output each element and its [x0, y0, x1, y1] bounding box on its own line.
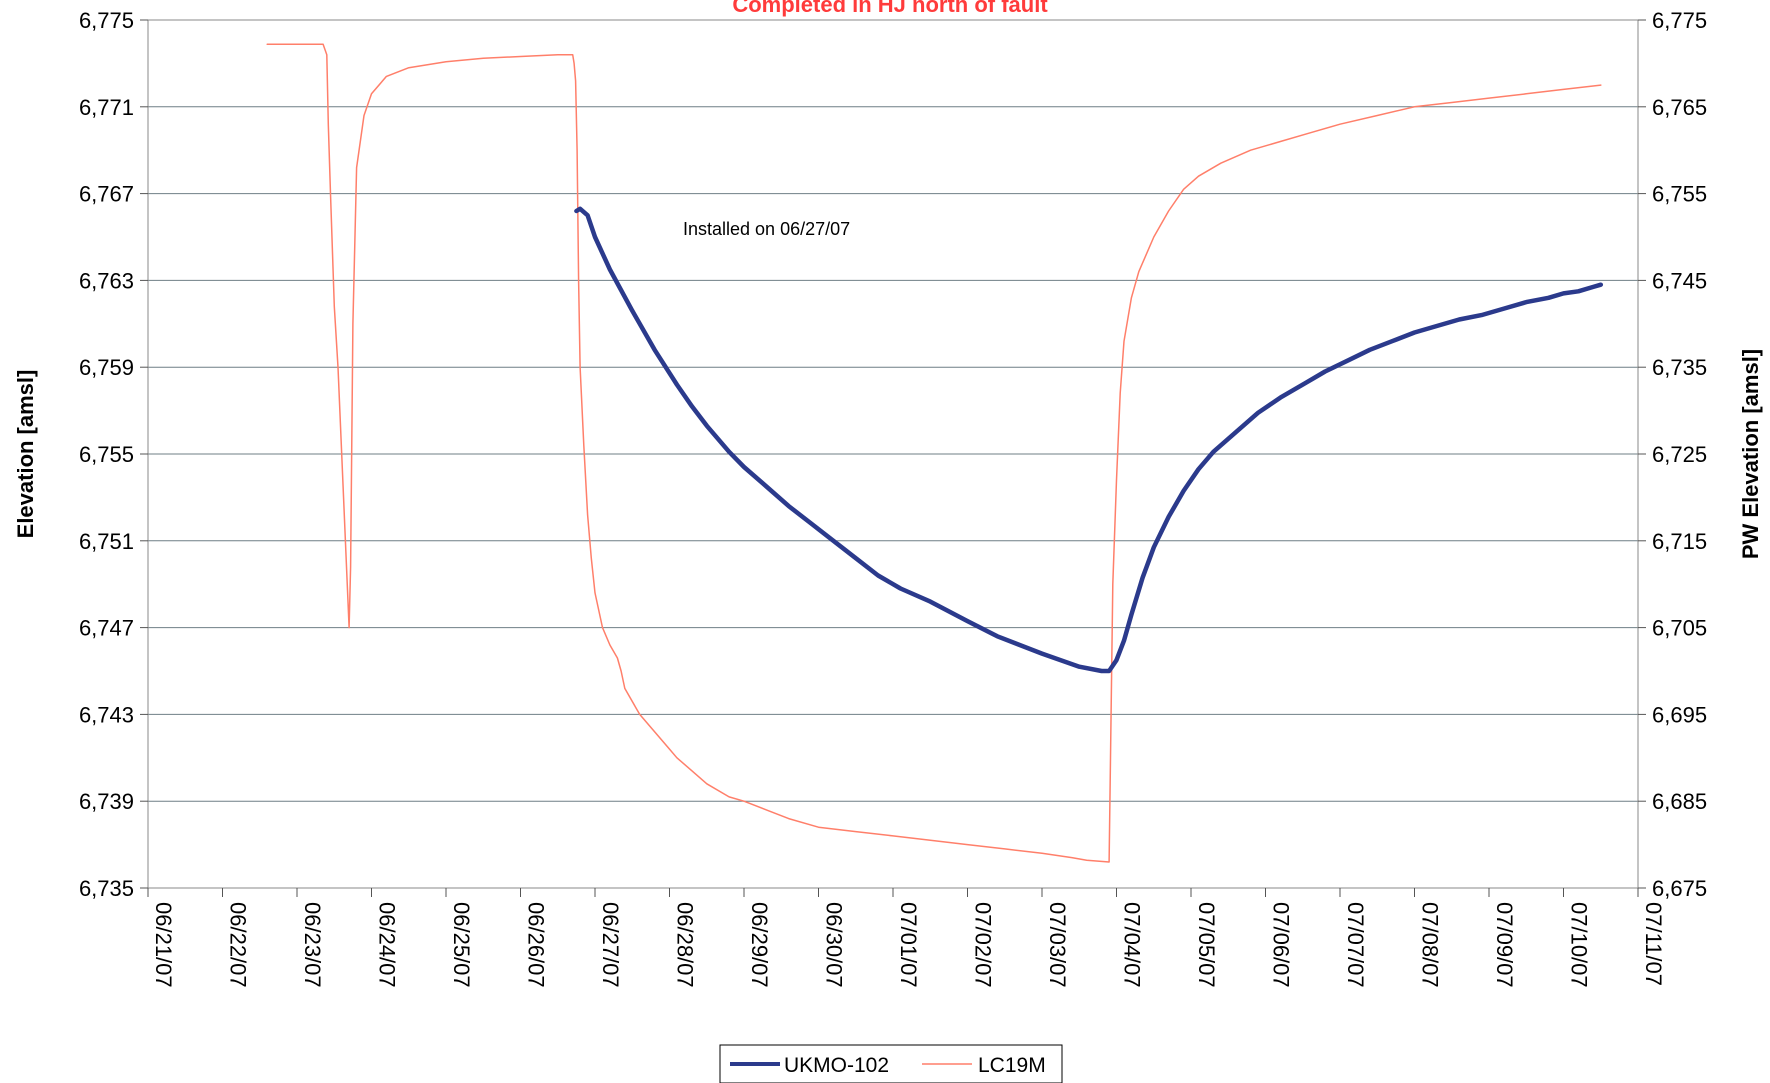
gridlines — [148, 106, 1638, 802]
left-axis-ticks: 6,735 6,739 6,743 6,747 6,751 6,755 6,759 6,763… — [79, 8, 148, 901]
x-axis-ticks: 06/21/07 06/22/07 06/23/07 06/24/07 06/25/07… — [147, 888, 1666, 988]
x-tick-label: 07/07/07 — [1343, 902, 1368, 988]
y2-tick-label: 6,775 — [1652, 8, 1707, 33]
y2-tick-label: 6,715 — [1652, 529, 1707, 554]
y-tick-label: 6,767 — [79, 182, 134, 207]
y-tick-label: 6,771 — [79, 95, 134, 120]
x-tick-label: 07/05/07 — [1194, 902, 1219, 988]
y-tick-label: 6,751 — [79, 529, 134, 554]
y-tick-label: 6,775 — [79, 8, 134, 33]
x-tick-label: 07/11/07 — [1641, 902, 1666, 986]
y2-tick-label: 6,675 — [1652, 876, 1707, 901]
x-tick-label: 07/10/07 — [1567, 902, 1592, 988]
y2-tick-label: 6,695 — [1652, 702, 1707, 727]
y-tick-label: 6,735 — [79, 876, 134, 901]
x-tick-label: 07/04/07 — [1120, 902, 1145, 988]
y2-tick-label: 6,765 — [1652, 95, 1707, 120]
y-axis-label: Elevation [amsl] — [13, 370, 38, 539]
y2-tick-label: 6,735 — [1652, 355, 1707, 380]
y-tick-label: 6,755 — [79, 442, 134, 467]
y-tick-label: 6,763 — [79, 268, 134, 293]
x-tick-label: 07/08/07 — [1418, 902, 1443, 988]
legend-label-ukmo-102: UKMO-102 — [784, 1054, 889, 1077]
x-tick-label: 06/22/07 — [226, 902, 251, 988]
y-tick-label: 6,747 — [79, 616, 134, 641]
x-tick-label: 06/28/07 — [673, 902, 698, 988]
legend: UKMO-102 LC19M — [719, 1044, 1063, 1083]
right-axis-ticks: 6,675 6,685 6,695 6,705 6,715 6,725 6,735 6,745… — [1638, 8, 1707, 901]
y2-tick-label: 6,745 — [1652, 268, 1707, 293]
y-tick-label: 6,759 — [79, 355, 134, 380]
y2-tick-label: 6,725 — [1652, 442, 1707, 467]
x-tick-label: 06/29/07 — [747, 902, 772, 988]
y2-tick-label: 6,685 — [1652, 789, 1707, 814]
x-tick-label: 06/21/07 — [151, 902, 176, 988]
x-tick-label: 06/27/07 — [598, 902, 623, 988]
x-tick-label: 06/25/07 — [449, 902, 474, 988]
x-tick-label: 07/06/07 — [1269, 902, 1294, 988]
x-tick-label: 06/26/07 — [524, 902, 549, 988]
chart-title: Completed in HJ north of fault — [732, 0, 1048, 17]
y2-tick-label: 6,705 — [1652, 616, 1707, 641]
legend-label-lc19m: LC19M — [978, 1054, 1046, 1077]
y-tick-label: 6,739 — [79, 789, 134, 814]
series-line-ukmo-102 — [574, 206, 1604, 674]
x-tick-label: 06/24/07 — [375, 902, 400, 988]
y2-axis-label: PW Elevation [amsl] — [1738, 349, 1763, 559]
y-tick-label: 6,743 — [79, 702, 134, 727]
x-tick-label: 07/02/07 — [971, 902, 996, 988]
annotation-installed: Installed on 06/27/07 — [683, 219, 850, 239]
x-tick-label: 07/01/07 — [896, 902, 921, 988]
y2-tick-label: 6,755 — [1652, 182, 1707, 207]
series-group — [266, 43, 1604, 863]
x-tick-label: 06/23/07 — [300, 902, 325, 988]
series-line-lc19m — [266, 43, 1602, 863]
x-tick-label: 07/03/07 — [1045, 902, 1070, 988]
x-tick-label: 06/30/07 — [822, 902, 847, 988]
x-tick-label: 07/09/07 — [1492, 902, 1517, 988]
